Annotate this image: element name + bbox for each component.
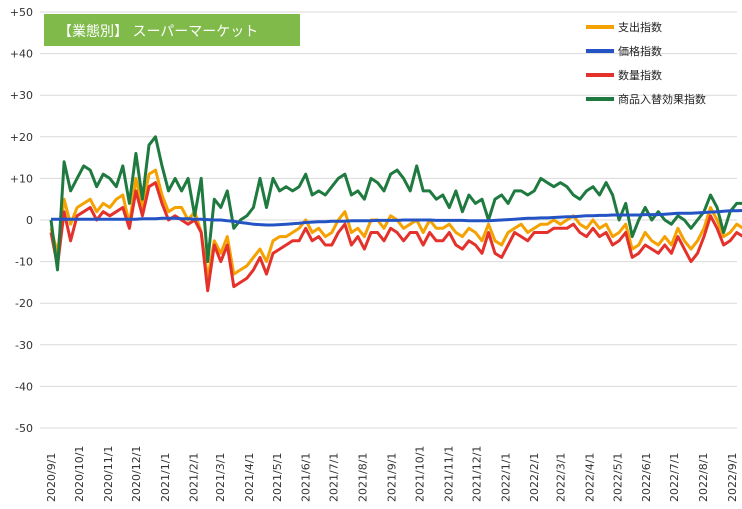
y-tick-label: +40 <box>10 48 33 61</box>
series-line-2 <box>49 181 742 293</box>
x-tick-label: 2021/4/1 <box>243 453 256 502</box>
x-tick-label: 2021/10/1 <box>413 446 426 502</box>
chart-title-box: 【業態別】 スーパーマーケット <box>44 14 300 46</box>
x-tick-label: 2021/5/1 <box>271 453 284 502</box>
x-tick-label: 2022/3/1 <box>554 453 567 502</box>
x-tick-label: 2021/9/1 <box>386 453 399 502</box>
x-tick-label: 2022/4/1 <box>583 453 596 502</box>
x-tick-label: 2020/9/1 <box>45 453 58 502</box>
legend-label: 価格指数 <box>618 44 662 58</box>
x-tick-label: 2021/7/1 <box>328 453 341 502</box>
chart-title-background <box>44 14 300 46</box>
x-tick-label: 2021/1/1 <box>159 453 172 502</box>
x-tick-label: 2022/5/1 <box>611 453 624 502</box>
legend-label: 支出指数 <box>618 20 662 34</box>
x-tick-label: 2022/8/1 <box>697 453 710 502</box>
series-lines <box>49 135 742 293</box>
x-tick-label: 2021/8/1 <box>357 453 370 502</box>
legend-label: 商品入替効果指数 <box>618 92 706 106</box>
x-tick-label: 2020/12/1 <box>130 446 143 502</box>
x-tick-label: 2021/2/1 <box>188 453 201 502</box>
y-tick-label: -10 <box>15 256 33 269</box>
y-tick-label: +20 <box>10 131 33 144</box>
y-tick-label: -40 <box>15 380 33 393</box>
x-tick-label: 2022/1/1 <box>499 453 512 502</box>
x-tick-label: 2020/10/1 <box>73 446 86 502</box>
series-line-1 <box>51 208 742 227</box>
y-tick-label: +50 <box>10 6 33 19</box>
y-axis-tick-labels: +50 +40 +30 +20 +10 0 -10 -20 -30 -40 -50 <box>10 6 33 435</box>
x-tick-label: 2021/12/1 <box>470 446 483 502</box>
x-axis-tick-labels: 2020/9/1 2020/10/1 2020/11/1 2020/12/1 2021/… <box>45 446 739 502</box>
legend-label: 数量指数 <box>618 68 662 82</box>
y-tick-label: -50 <box>15 422 33 435</box>
x-tick-label: 2022/2/1 <box>528 453 541 502</box>
y-tick-label: +10 <box>10 172 33 185</box>
x-tick-label: 2021/6/1 <box>300 453 313 502</box>
x-tick-label: 2020/11/1 <box>102 446 115 502</box>
y-tick-label: -30 <box>15 339 33 352</box>
x-tick-label: 2022/9/1 <box>726 453 739 502</box>
y-tick-label: -20 <box>15 297 33 310</box>
x-tick-label: 2022/7/1 <box>668 453 681 502</box>
y-tick-label: 0 <box>26 214 33 227</box>
x-tick-label: 2021/3/1 <box>214 453 227 502</box>
x-tick-label: 2021/11/1 <box>442 446 455 502</box>
series-line-3 <box>49 135 742 272</box>
y-tick-label: +30 <box>10 89 33 102</box>
chart-title: 【業態別】 スーパーマーケット <box>58 24 258 40</box>
x-tick-label: 2022/6/1 <box>640 453 653 502</box>
series-line-0 <box>49 168 742 280</box>
